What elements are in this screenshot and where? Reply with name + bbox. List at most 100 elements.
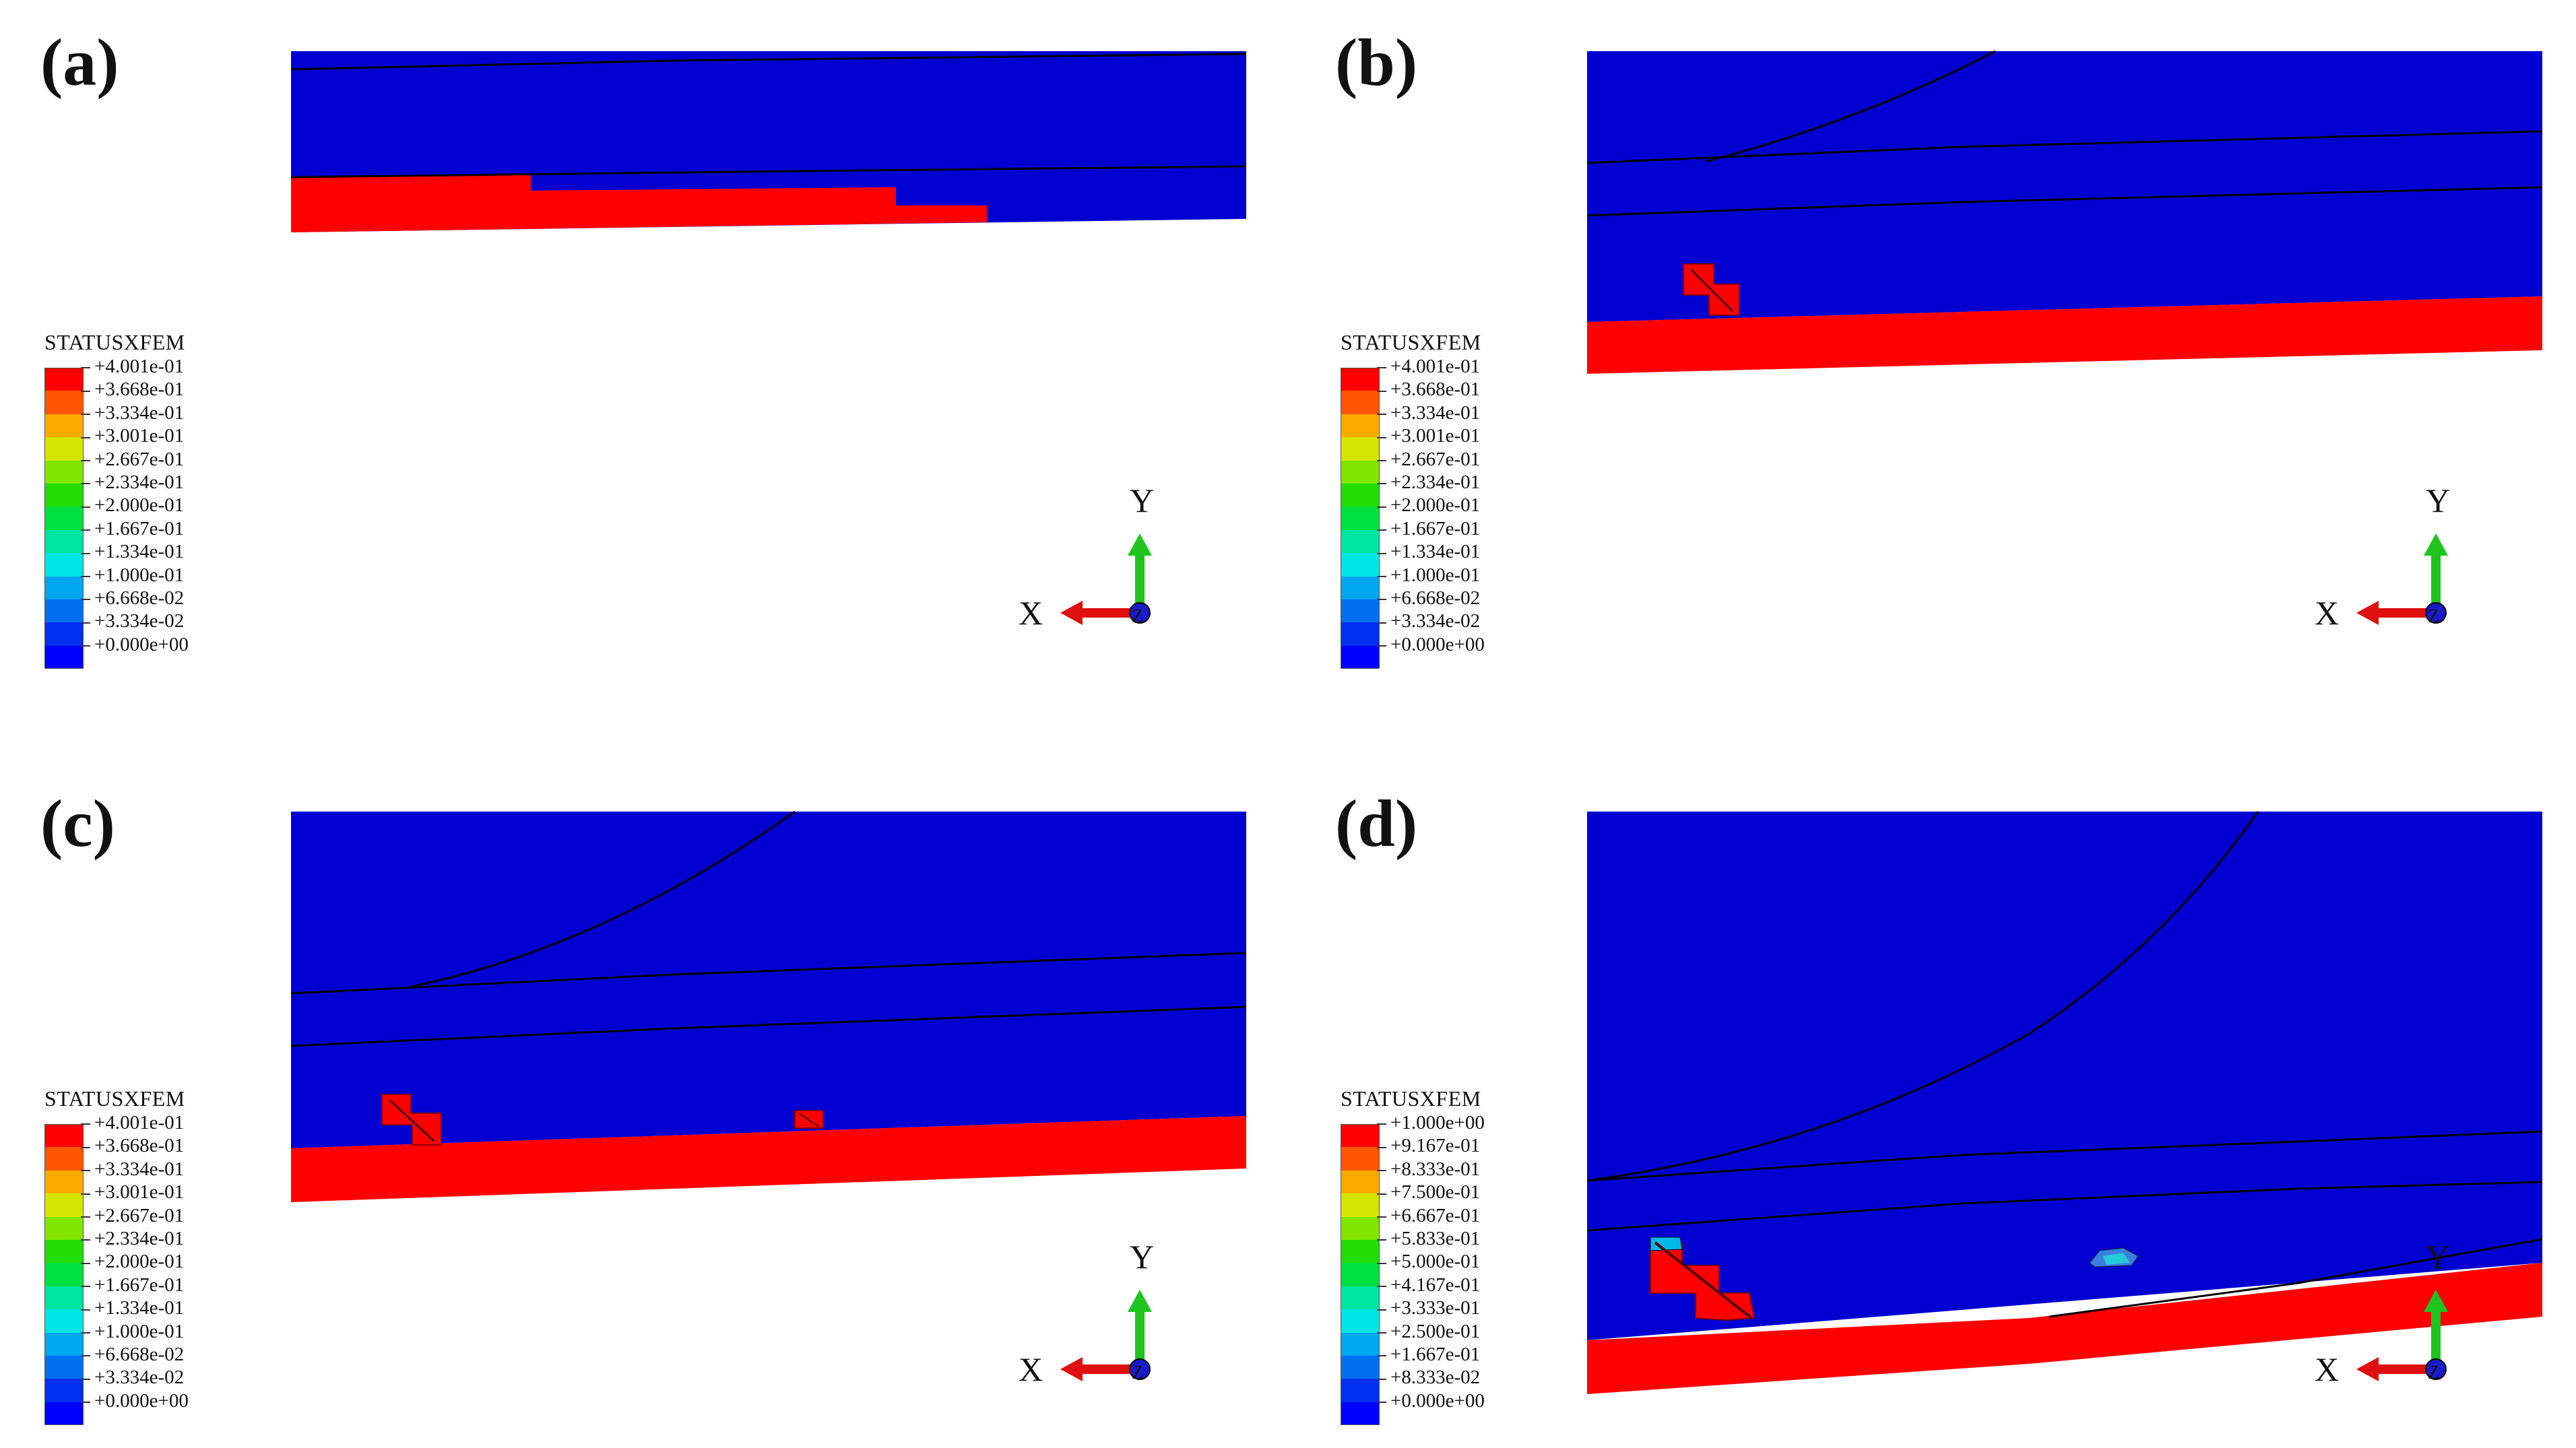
legend-tick-label: +4.001e-01	[88, 1112, 184, 1135]
legend-swatch	[1341, 460, 1380, 484]
legend-tick-label: +4.001e-01	[88, 356, 184, 379]
curved-layer-line	[1705, 50, 1996, 163]
legend-tick-label: +8.333e-02	[1384, 1367, 1480, 1389]
panel-label: (a)	[40, 25, 119, 100]
legend-swatch	[44, 1216, 84, 1240]
legend-swatch	[1341, 1379, 1380, 1402]
legend-swatch	[44, 391, 84, 414]
partial-element	[1650, 1237, 1683, 1251]
y-axis-label: Y	[1130, 1238, 1154, 1276]
legend-title: STATUSXFEM	[1341, 1086, 1481, 1111]
contour-legend: STATUSXFEM +1.000e+00 +9.167e-01 +8.333e-0…	[1341, 1086, 1623, 1426]
legend-swatch	[1341, 1263, 1380, 1286]
legend-swatch	[1341, 1355, 1380, 1379]
x-arrow-head-icon	[1060, 601, 1083, 625]
legend-swatch	[44, 483, 84, 507]
legend-swatch	[1341, 1170, 1380, 1194]
z-origin-icon	[2425, 602, 2447, 624]
crack-region	[291, 1116, 1246, 1202]
legend-tick-label: +0.000e+00	[88, 1390, 189, 1413]
crack-segment	[798, 1113, 820, 1127]
legend-title: STATUSXFEM	[44, 1086, 185, 1111]
x-arrow-head-icon	[1060, 1357, 1083, 1381]
legend-tick-label: +6.667e-01	[1384, 1205, 1480, 1228]
legend-tick-label: +0.000e+00	[1384, 1390, 1485, 1413]
crack-segment	[1689, 268, 1734, 312]
x-axis-label: X	[1019, 1350, 1043, 1388]
legend-tick-label: +3.334e-01	[88, 1158, 184, 1181]
layer-line	[1586, 1181, 2543, 1232]
legend-tick-label: +2.500e-01	[1384, 1321, 1480, 1344]
legend-tick-label: +2.000e-01	[1384, 494, 1480, 517]
z-axis-label: Z	[1132, 1362, 1143, 1383]
legend-swatch	[1341, 1124, 1380, 1148]
legend-tick-label: +9.167e-01	[1384, 1135, 1480, 1158]
legend-swatch	[1341, 599, 1380, 623]
legend-tick-label: +3.333e-01	[1384, 1297, 1480, 1320]
legend-tick-label: +2.334e-01	[1384, 471, 1480, 494]
legend-tick-label: +1.000e-01	[88, 564, 184, 587]
legend-color-bar	[44, 368, 84, 669]
panel-c-contour: Y X Z	[290, 810, 1247, 1388]
coordinate-triad: Y X Z	[1019, 1238, 1154, 1388]
legend-tick-label: +1.334e-01	[88, 1297, 184, 1320]
legend-tick-label: +2.000e-01	[88, 1251, 184, 1274]
x-axis-label: X	[2315, 594, 2339, 632]
legend-tick-label: +3.334e-02	[88, 610, 184, 633]
z-axis-label: Z	[2428, 606, 2439, 627]
legend-swatch	[1341, 529, 1380, 554]
x-arrow-head-icon	[2356, 601, 2379, 625]
legend-swatch	[1341, 437, 1380, 461]
legend-swatch	[44, 1379, 84, 1402]
legend-tick-label: +3.334e-02	[1384, 610, 1480, 633]
legend-swatch	[44, 460, 84, 484]
legend-swatch	[44, 1239, 84, 1263]
domain-region	[1587, 812, 2542, 1340]
legend-swatch	[44, 1332, 84, 1356]
layer-line	[1586, 186, 2543, 217]
legend-tick-label: +2.667e-01	[88, 1205, 184, 1228]
panel-label: (d)	[1335, 786, 1418, 861]
z-origin-icon	[1129, 602, 1151, 624]
legend-swatch	[44, 1402, 84, 1426]
legend-tick-label: +3.668e-01	[1384, 379, 1480, 401]
y-arrow-head-icon	[1128, 533, 1152, 556]
legend-tick-label: +1.667e-01	[1384, 518, 1480, 541]
legend-title: STATUSXFEM	[1341, 330, 1481, 354]
x-axis-label: X	[2315, 1350, 2339, 1388]
legend-tick-label: +4.001e-01	[1384, 356, 1480, 379]
legend-swatch	[1341, 1216, 1380, 1240]
panel-b-contour: Y X Z	[1586, 50, 2543, 632]
layer-line	[290, 53, 1247, 71]
panel-a-contour: Y X Z	[290, 51, 1247, 632]
layer-line	[290, 1006, 1247, 1047]
legend-tick-label: +2.334e-01	[88, 471, 184, 494]
legend-swatch	[44, 437, 84, 461]
legend-swatch	[44, 1263, 84, 1286]
x-axis-label: X	[1019, 594, 1043, 632]
legend-color-bar	[44, 1124, 84, 1426]
panel-d-contour: Y X Z	[1586, 811, 2543, 1394]
legend-tick-label: +6.668e-02	[88, 587, 184, 610]
legend-swatch	[1341, 553, 1380, 577]
legend-tick-label: +2.000e-01	[88, 494, 184, 517]
legend-swatch	[44, 1286, 84, 1310]
coordinate-triad: Y X Z	[2315, 482, 2450, 632]
panel-a: Y X Z (a) STATUSXFEM +4.001e-01 +3.668e-0…	[0, 0, 1288, 724]
domain-region	[291, 812, 1246, 1148]
crack-segment	[388, 1098, 436, 1143]
layer-line	[290, 952, 1247, 995]
legend-tick-label: +6.668e-02	[1384, 587, 1480, 610]
legend-swatch	[44, 645, 84, 669]
legend-tick-label: +5.833e-01	[1384, 1228, 1480, 1251]
legend-tick-label: +1.667e-01	[88, 1274, 184, 1297]
legend-swatch	[1341, 1402, 1380, 1426]
legend-tick-label: +3.001e-01	[88, 425, 184, 448]
layer-line	[1586, 130, 2543, 164]
legend-tick-label: +1.000e-01	[88, 1321, 184, 1344]
legend-swatch	[1341, 368, 1380, 391]
panel-d: Y X Z (d) STATUSXFEM +1.000e+00 +9.167e-0…	[1288, 724, 2576, 1448]
legend-color-bar	[1341, 368, 1380, 669]
crack-region	[291, 174, 987, 232]
